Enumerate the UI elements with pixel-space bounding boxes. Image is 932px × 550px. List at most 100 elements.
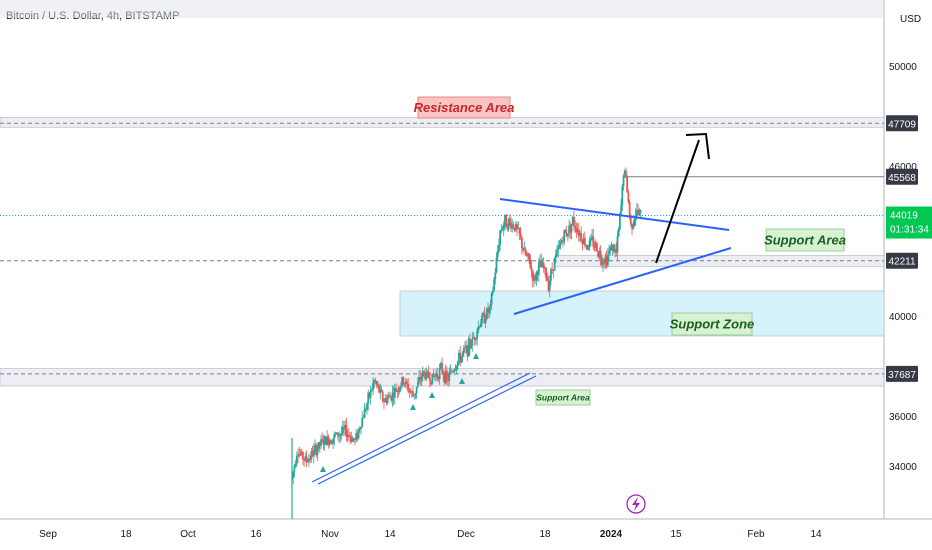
last-price-text: 44019	[890, 211, 918, 222]
candle-body	[550, 269, 552, 281]
candle-body	[314, 444, 316, 450]
candle-body	[301, 451, 304, 460]
candle	[591, 229, 593, 241]
candle-body	[297, 455, 299, 457]
price-level-badge-bg	[886, 365, 918, 382]
candle-body	[635, 209, 638, 216]
candle	[475, 337, 477, 345]
candle	[295, 451, 298, 468]
candle-body	[637, 209, 639, 215]
candle-body	[475, 338, 477, 340]
candle-body	[415, 387, 418, 393]
time-axis[interactable]: Sep 18 Oct 16 Nov 14 Dec 18 2024 15 Feb 14	[39, 529, 822, 540]
candle-body	[533, 275, 535, 281]
candle-body	[450, 371, 453, 373]
price-axis[interactable]: 34000 36000 40000 46000 50000 47709 45568 42211…	[886, 62, 932, 473]
candle-body	[606, 254, 609, 266]
candle	[476, 327, 479, 346]
candle	[468, 333, 471, 356]
candle-body	[510, 222, 512, 229]
candle	[351, 435, 354, 443]
candle-body	[350, 436, 353, 442]
candle	[435, 369, 437, 382]
candle	[518, 227, 521, 241]
candle-body	[426, 371, 429, 373]
candle	[361, 411, 364, 428]
candle-body	[535, 271, 538, 281]
candle	[550, 267, 552, 286]
lightning-icon[interactable]	[626, 494, 646, 514]
candle-body	[449, 371, 452, 373]
x-tick-label: 15	[670, 529, 682, 540]
price-level-badge: 47709	[886, 115, 918, 132]
candle	[431, 373, 434, 385]
candle	[482, 311, 485, 317]
candle	[577, 222, 580, 242]
candle-body	[393, 388, 396, 398]
candle-body	[304, 456, 307, 461]
candle	[604, 252, 607, 269]
candle-body	[491, 290, 494, 294]
candle-body	[360, 426, 362, 429]
candle	[564, 229, 567, 234]
candle-body	[518, 227, 521, 234]
candle-body	[626, 175, 629, 193]
candle-body	[362, 417, 365, 419]
candle	[331, 440, 333, 445]
candle-body	[326, 436, 328, 445]
candle	[322, 435, 325, 450]
candle	[622, 173, 625, 191]
candle-body	[329, 440, 332, 444]
candle	[305, 450, 308, 468]
candle-body	[402, 377, 405, 384]
candle	[579, 230, 581, 243]
candle	[491, 286, 494, 296]
candle	[637, 203, 639, 217]
candle	[546, 272, 549, 281]
candle	[553, 257, 556, 271]
candle	[402, 376, 405, 387]
x-tick-label: 2024	[600, 529, 623, 540]
x-tick-label: 14	[384, 529, 396, 540]
candle-body	[357, 428, 360, 439]
candle	[525, 251, 528, 257]
y-tick-label: 34000	[889, 462, 917, 473]
candle	[415, 386, 418, 399]
zone-label-box	[671, 312, 753, 336]
candle	[370, 387, 373, 392]
candle	[614, 244, 616, 258]
candle-body	[638, 213, 641, 215]
candle	[631, 223, 633, 236]
candle	[505, 213, 508, 228]
candle	[333, 431, 336, 446]
candle-body	[512, 224, 515, 228]
currency-label[interactable]: USD	[900, 14, 921, 25]
candle	[349, 431, 351, 445]
zone-label-text: Resistance Area	[414, 100, 515, 115]
candle	[292, 470, 295, 485]
candle-body	[445, 370, 448, 379]
candle	[596, 241, 598, 252]
candle-body	[579, 233, 581, 236]
candle	[445, 366, 448, 386]
last-price-badge: 44019 01:31:34	[886, 206, 932, 239]
candle-body	[298, 453, 301, 457]
candle-body	[459, 352, 462, 363]
candle	[341, 420, 344, 437]
candle	[602, 257, 604, 273]
candle	[413, 395, 416, 400]
candle-body	[625, 170, 627, 176]
candle-body	[527, 253, 529, 256]
candle	[383, 398, 385, 410]
candle-body	[487, 308, 489, 313]
candle	[541, 258, 544, 268]
candle-body	[404, 381, 407, 385]
price-level-badge: 37687	[886, 365, 918, 382]
candle	[582, 233, 585, 245]
candle-body	[575, 228, 578, 233]
candle	[360, 426, 362, 435]
candle-body	[516, 224, 518, 229]
candle	[379, 383, 382, 400]
candle	[592, 229, 595, 251]
